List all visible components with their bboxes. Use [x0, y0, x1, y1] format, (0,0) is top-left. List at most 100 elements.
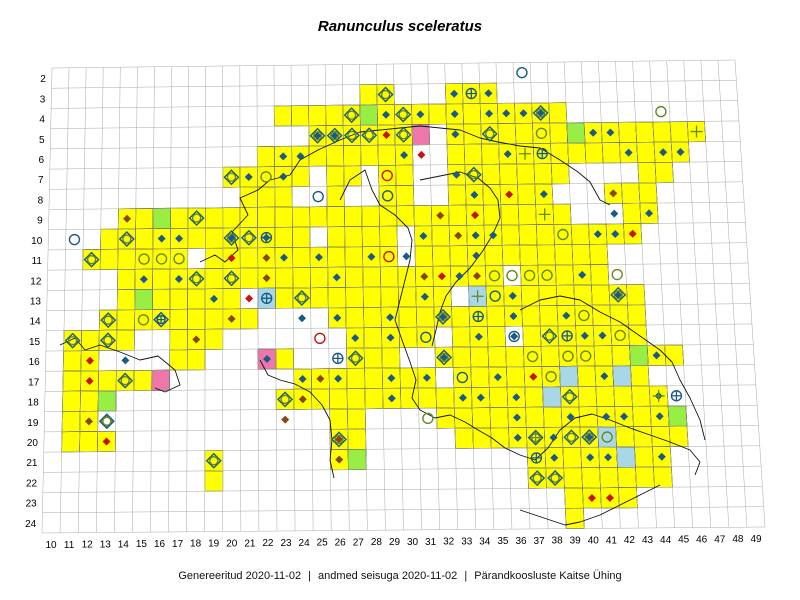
- blue-diamond-marker: [585, 433, 594, 442]
- row-label: 17: [28, 377, 40, 388]
- red-diamond-marker: [85, 356, 94, 365]
- blue-circle-marker: [456, 371, 469, 384]
- occupied-cell: [472, 427, 492, 449]
- column-label: 38: [552, 536, 564, 547]
- column-label: 37: [534, 536, 546, 547]
- inner-circle-marker: [103, 335, 113, 346]
- diamond-outline-marker: [100, 312, 117, 329]
- column-label: 41: [606, 535, 618, 546]
- grid-line-vertical: [132, 66, 138, 533]
- occupied-cell: [538, 284, 558, 307]
- blue-diamond-marker: [279, 172, 288, 181]
- occupied-cell: [431, 245, 451, 267]
- red-diamond-marker: [471, 211, 480, 220]
- occupied-cell: [433, 285, 452, 308]
- grid-line-horizontal: [48, 242, 747, 251]
- occupied-cell: [309, 206, 328, 228]
- occupied-cell: [497, 123, 517, 145]
- row-label: 6: [38, 155, 44, 166]
- occupied-cell: [291, 206, 311, 228]
- diamond-outline-marker: [293, 289, 310, 306]
- occupied-cell: [308, 104, 327, 127]
- occupied-cell: [487, 326, 507, 348]
- red-diamond-marker: [437, 272, 446, 281]
- blue-diamond-marker: [580, 331, 589, 340]
- occupied-cell: [436, 407, 456, 429]
- inner-circle-marker: [312, 131, 323, 141]
- occupied-cell: [552, 203, 572, 225]
- occupied-cell: [584, 142, 604, 164]
- column-label: 24: [299, 538, 311, 549]
- grid-line-horizontal: [41, 526, 766, 534]
- occupied-cell: [292, 226, 311, 248]
- row-label: 23: [26, 499, 38, 510]
- green-circle-marker: [535, 127, 548, 139]
- occupied-cell: [621, 182, 641, 204]
- diamond-outline-marker: [547, 470, 564, 487]
- green-circle-marker: [611, 268, 623, 281]
- column-label: 33: [461, 537, 473, 548]
- green-cell: [97, 390, 117, 412]
- occupied-cell: [346, 388, 366, 410]
- inner-circle-marker: [566, 432, 577, 443]
- occupied-cell: [622, 202, 642, 225]
- blue-diamond-marker: [244, 173, 253, 182]
- row-label: 14: [29, 317, 41, 328]
- occupied-cell: [451, 306, 471, 328]
- green-circle-marker: [173, 253, 185, 265]
- occupied-cell: [571, 244, 591, 266]
- occupied-cell: [652, 121, 672, 143]
- occupied-cell: [378, 205, 398, 227]
- column-label: 40: [588, 535, 600, 546]
- grid-line-vertical: [150, 66, 155, 533]
- occupied-cell: [346, 367, 366, 390]
- occupied-cell: [116, 309, 136, 331]
- blue-diamond-marker: [471, 231, 480, 240]
- blue-cell: [612, 365, 632, 387]
- grid-line-vertical: [632, 61, 657, 528]
- occupied-cell: [505, 346, 525, 368]
- green-circle-marker: [614, 329, 626, 342]
- occupied-cell: [152, 288, 171, 310]
- occupied-cell: [186, 349, 206, 371]
- blue-diamond-marker: [314, 253, 323, 262]
- grid-line-vertical: [256, 65, 260, 532]
- occupied-cell: [581, 467, 601, 489]
- occupied-cell: [550, 142, 569, 164]
- occupied-cell: [428, 103, 447, 125]
- green-cell: [667, 405, 688, 427]
- blue-diamond-marker: [604, 453, 613, 462]
- diamond-outline-marker: [529, 470, 546, 487]
- occupied-cells-layer: [61, 82, 707, 529]
- blue-circle-marker: [420, 331, 432, 343]
- occupied-cell: [570, 223, 590, 245]
- brown-diamond-marker: [281, 415, 290, 424]
- inner-circle-marker: [280, 394, 290, 405]
- occupied-cell: [484, 244, 504, 267]
- footer-organization: Pärandkoosluste Kaitse Ühing: [474, 570, 622, 582]
- grid-line-horizontal: [48, 222, 746, 230]
- inner-circle-marker: [226, 273, 237, 284]
- diamond-outline-marker: [223, 169, 240, 186]
- grid-line-vertical: [444, 63, 458, 530]
- occupied-cell: [637, 162, 657, 184]
- inner-circle-marker: [103, 315, 113, 325]
- row-label: 22: [26, 479, 38, 490]
- occupied-cell: [396, 205, 415, 227]
- inner-circle-marker: [439, 352, 449, 363]
- blue-circle-marker: [516, 66, 528, 79]
- occupied-cell: [344, 226, 363, 248]
- occupied-cell: [205, 227, 224, 249]
- inner-circle-marker: [469, 169, 479, 180]
- blue-diamond-marker: [659, 148, 668, 157]
- occupied-cell: [239, 308, 259, 330]
- brown-diamond-marker: [123, 214, 132, 223]
- red-diamond-marker: [245, 294, 254, 303]
- blue-diamond-marker: [513, 433, 522, 442]
- blue-diamond-marker: [298, 314, 307, 323]
- occupied-cell: [590, 264, 610, 286]
- blue-diamond-marker: [452, 170, 461, 179]
- blue-diamond-marker: [121, 356, 130, 365]
- green-cell: [359, 104, 378, 126]
- blue-diamond-marker: [485, 109, 494, 118]
